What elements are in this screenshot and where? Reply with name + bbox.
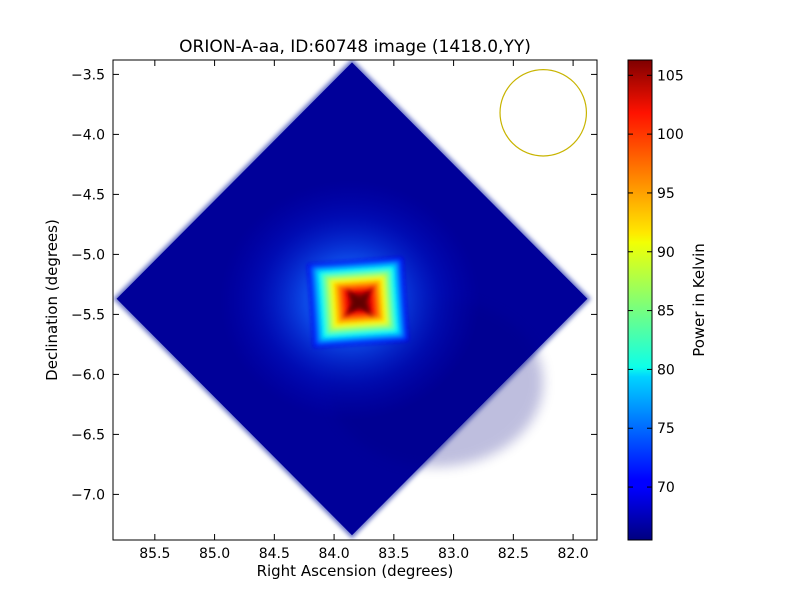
- x-tick-label: 83.0: [438, 546, 469, 562]
- y-tick-label: −7.0: [71, 487, 105, 503]
- colorbar-tick-label: 80: [657, 362, 675, 378]
- beam-circle: [499, 69, 588, 157]
- y-tick-label: −5.0: [71, 247, 105, 263]
- colorbar-tick-label: 85: [657, 304, 675, 320]
- colorbar-ticks: 70 75 80 85 90 95 100 105: [628, 68, 684, 496]
- colorbar-tick-label: 75: [657, 421, 675, 437]
- source-peak: [343, 286, 374, 318]
- colorbar-tick-label: 100: [657, 127, 684, 143]
- y-tick-label: −5.5: [71, 307, 105, 323]
- colorbar-tick-label: 70: [657, 480, 675, 496]
- heatmap-image: [113, 60, 592, 539]
- x-tick-label: 84.5: [259, 546, 290, 562]
- colorbar-tick-label: 95: [657, 186, 675, 202]
- y-axis-label: Declination (degrees): [43, 219, 61, 381]
- colorbar-tick-label: 105: [657, 68, 684, 84]
- x-axis-label: Right Ascension (degrees): [257, 562, 454, 580]
- y-tick-label: −4.0: [71, 127, 105, 143]
- y-axis-ticks: −3.5 −4.0 −4.5 −5.0 −5.5 −6.0 −6.5 −7.0: [71, 67, 597, 503]
- x-tick-label: 84.0: [319, 546, 350, 562]
- x-tick-label: 82.5: [498, 546, 529, 562]
- colorbar-label: Power in Kelvin: [690, 243, 708, 357]
- x-axis-ticks: 85.5 85.0 84.5 84.0 83.5 83.0 82.5 82.0: [139, 60, 589, 562]
- chart-title: ORION-A-aa, ID:60748 image (1418.0,YY): [179, 37, 531, 57]
- y-tick-label: −4.5: [71, 187, 105, 203]
- y-tick-label: −6.0: [71, 367, 105, 383]
- x-tick-label: 85.0: [199, 546, 230, 562]
- x-tick-label: 85.5: [139, 546, 170, 562]
- y-tick-label: −3.5: [71, 67, 105, 83]
- x-tick-label: 83.5: [378, 546, 409, 562]
- colorbar: [627, 59, 653, 541]
- x-tick-label: 82.0: [558, 546, 589, 562]
- colorbar-tick-label: 90: [657, 245, 675, 261]
- y-tick-label: −6.5: [71, 427, 105, 443]
- plot-frame: [112, 59, 598, 541]
